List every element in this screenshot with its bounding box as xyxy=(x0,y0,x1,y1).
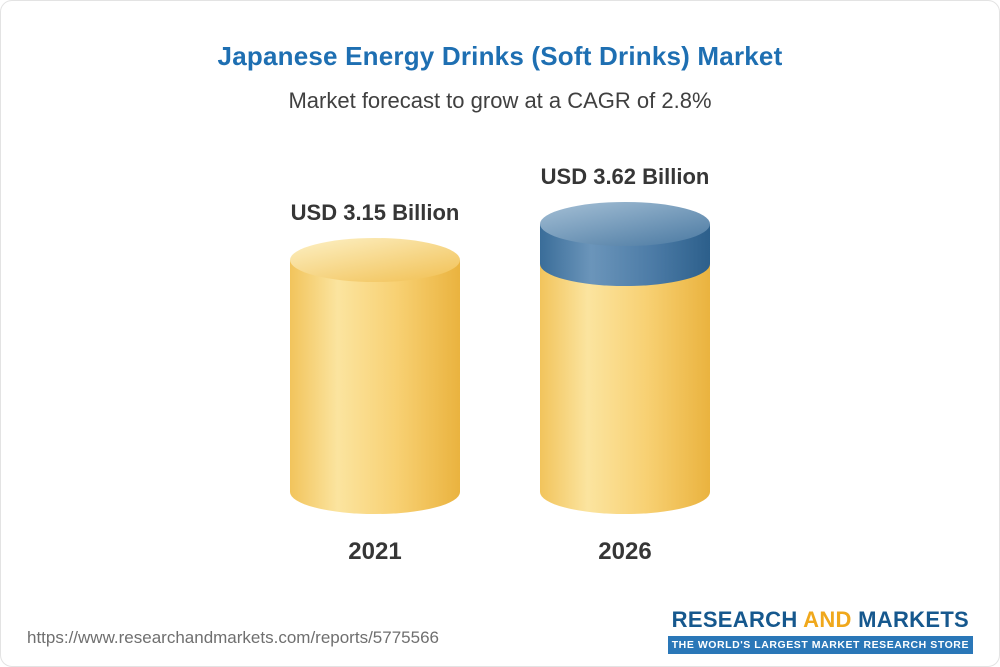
cylinder-2021-graphic xyxy=(290,238,460,514)
value-label-2026: USD 3.62 Billion xyxy=(540,164,710,189)
category-label-2026: 2026 xyxy=(598,538,652,565)
page-title: Japanese Energy Drinks (Soft Drinks) Mar… xyxy=(217,41,783,71)
cylinder-2021-body xyxy=(290,260,460,514)
cylinder-2026-graphic xyxy=(540,202,710,514)
value-label-2021: USD 3.15 Billion xyxy=(290,200,460,225)
source-url: https://www.researchandmarkets.com/repor… xyxy=(27,628,439,647)
bar-group-2021: USD 3.15 Billion 2021 xyxy=(260,200,490,566)
cylinder-2026-top xyxy=(540,202,710,246)
logo-wordmark: RESEARCH AND MARKETS xyxy=(668,607,973,633)
bar-group-2026: USD 3.62 Billion xyxy=(510,164,740,566)
logo-tagline: THE WORLD'S LARGEST MARKET RESEARCH STOR… xyxy=(667,636,973,654)
cylinder-2021-top xyxy=(290,238,460,282)
category-label-2021: 2021 xyxy=(348,538,402,565)
chart-header: Japanese Energy Drinks (Soft Drinks) Mar… xyxy=(1,1,999,114)
logo-word-and: AND xyxy=(803,607,852,632)
cylinder-2026-base-segment xyxy=(540,264,710,514)
bar-chart: USD 3.15 Billion 2021 xyxy=(1,141,999,566)
research-and-markets-logo: RESEARCH AND MARKETS THE WORLD'S LARGEST… xyxy=(667,607,973,654)
logo-word-markets: MARKETS xyxy=(858,607,970,632)
logo-word-research: RESEARCH xyxy=(671,607,798,632)
page-subtitle: Market forecast to grow at a CAGR of 2.8… xyxy=(288,88,712,113)
